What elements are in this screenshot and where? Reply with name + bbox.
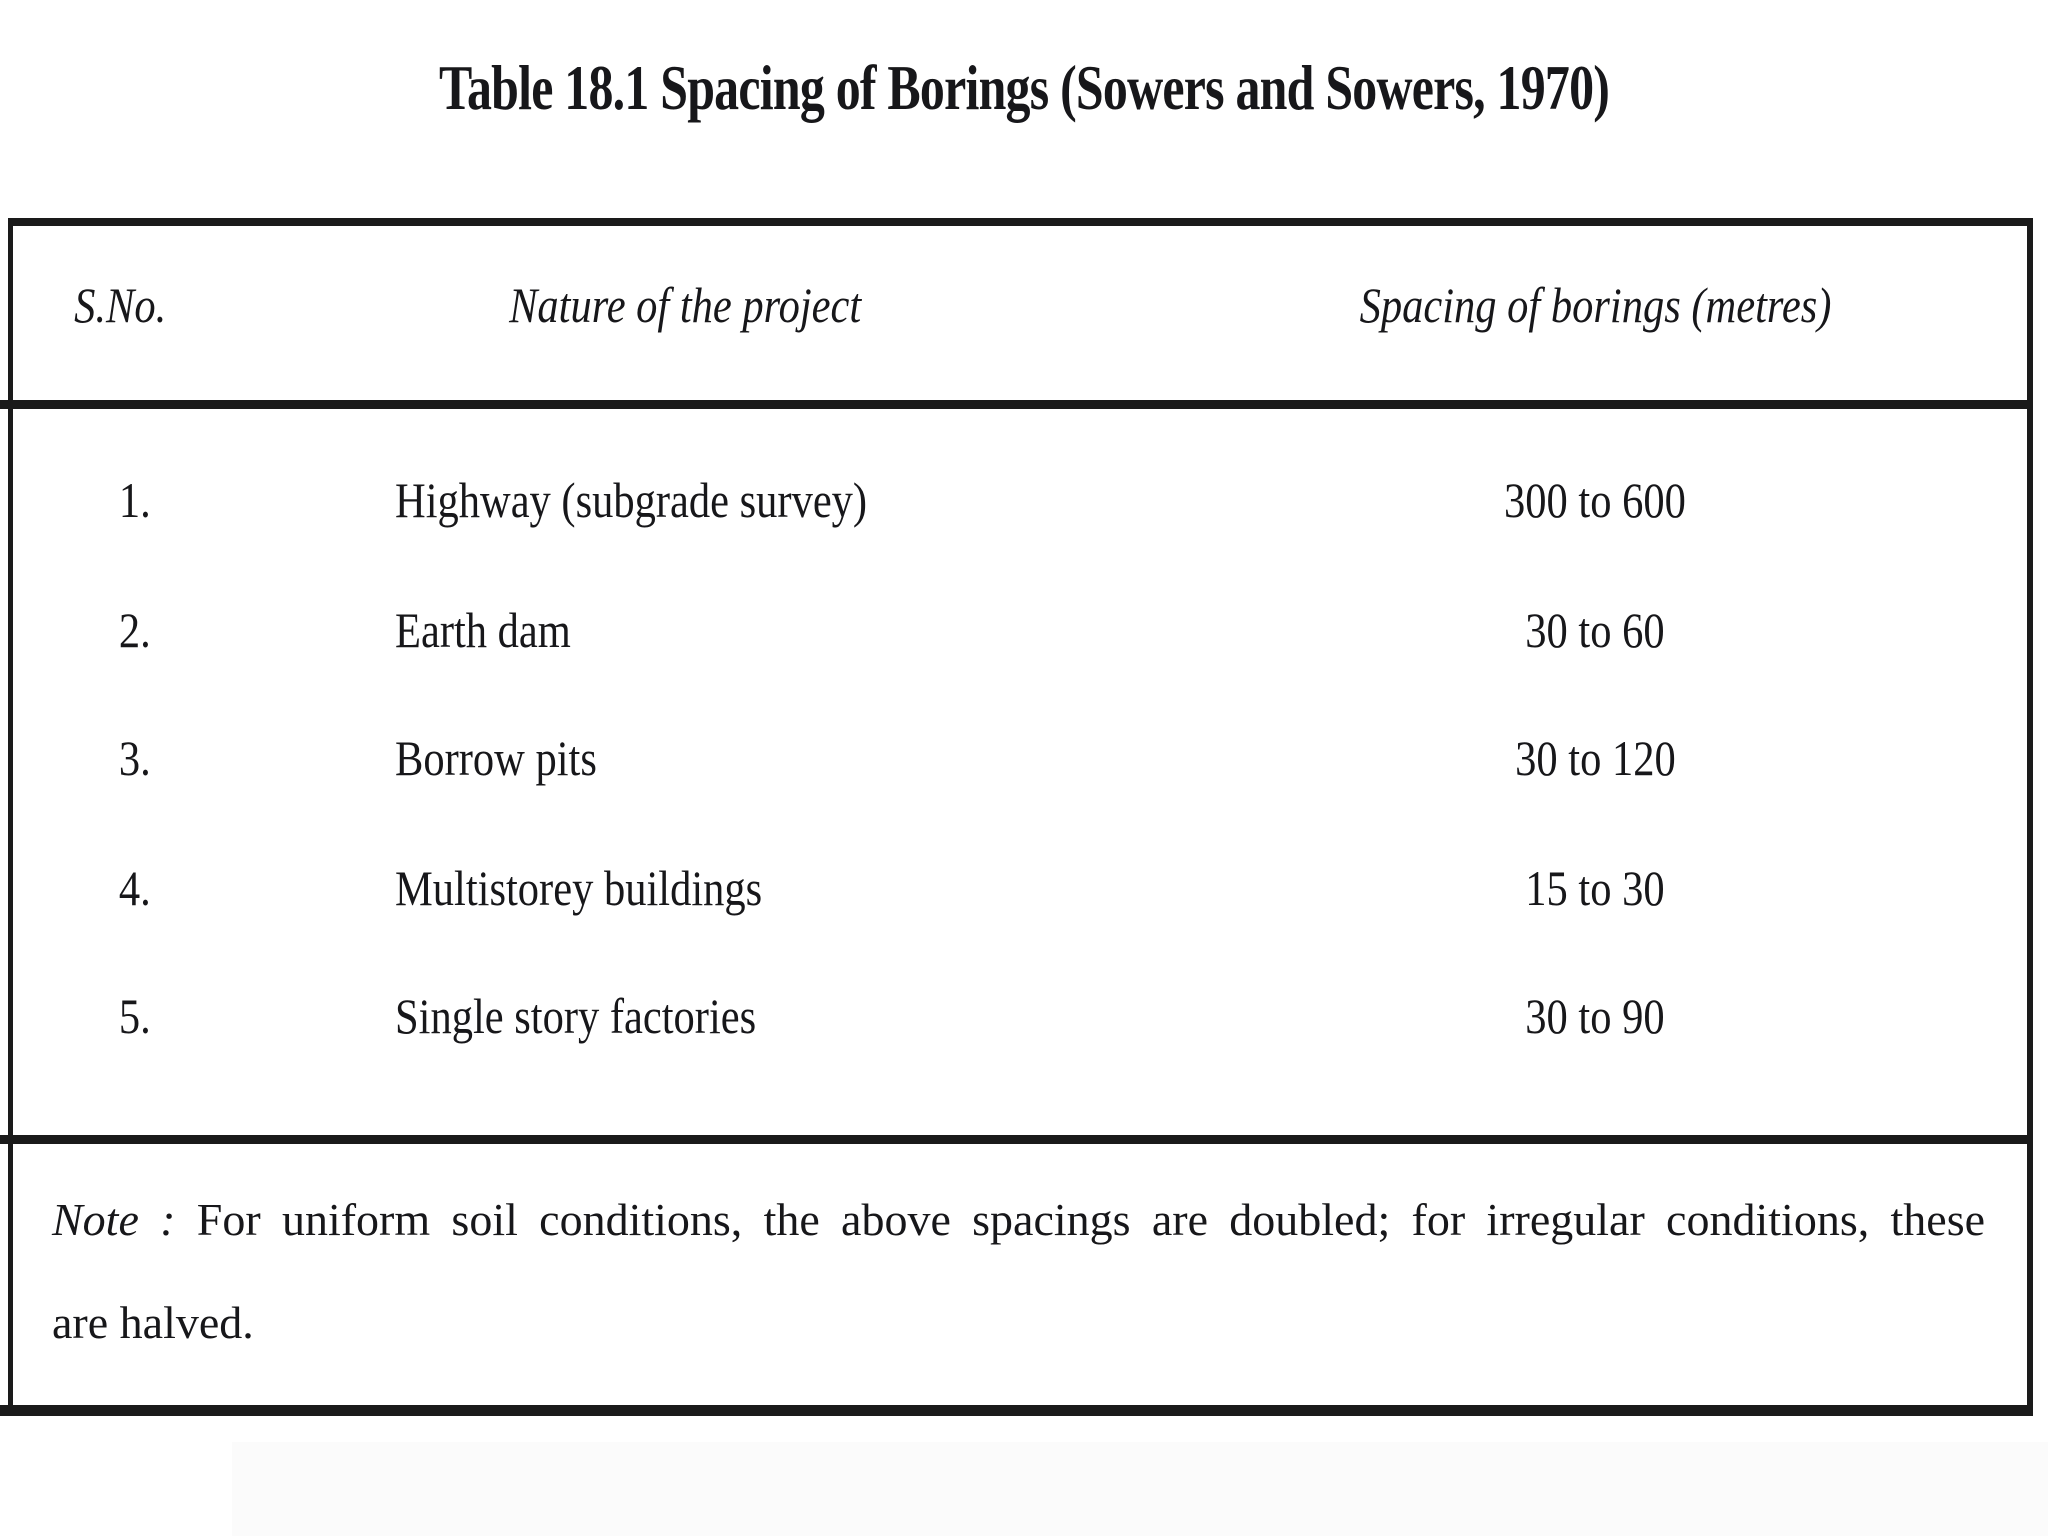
cell-project: Single story factories (395, 981, 1295, 1051)
cell-spacing: 15 to 30 (1320, 853, 1870, 923)
cell-project: Earth dam (395, 595, 1295, 665)
cell-sno-text: 2. (119, 602, 151, 658)
table-note-line2: are halved. (52, 1288, 852, 1358)
table-caption: Table 18.1 Spacing of Borings (Sowers an… (0, 46, 2048, 130)
cell-project: Borrow pits (395, 723, 1295, 793)
note-divider-rule (0, 1135, 2033, 1144)
table-left-border (8, 218, 13, 1415)
column-header-project-text: Nature of the project (508, 277, 862, 333)
cell-spacing: 30 to 60 (1320, 595, 1870, 665)
cell-sno: 1. (85, 465, 185, 535)
cell-spacing: 30 to 120 (1320, 723, 1870, 793)
column-header-sno: S.No. (30, 272, 210, 338)
cell-spacing-text: 15 to 30 (1525, 860, 1665, 916)
scan-artifact-shade (232, 1442, 2048, 1536)
cell-sno-text: 1. (119, 472, 151, 528)
cell-project-text: Highway (subgrade survey) (395, 472, 868, 528)
cell-project-text: Earth dam (395, 602, 571, 658)
cell-sno: 4. (85, 853, 185, 923)
table-row: 1. Highway (subgrade survey) 300 to 600 (0, 465, 2048, 535)
table-row: 3. Borrow pits 30 to 120 (0, 723, 2048, 793)
cell-spacing-text: 30 to 60 (1525, 602, 1665, 658)
column-header-project: Nature of the project (350, 272, 1020, 338)
cell-spacing-text: 300 to 600 (1504, 472, 1686, 528)
cell-project-text: Borrow pits (395, 730, 597, 786)
table-right-border (2027, 218, 2033, 1415)
cell-sno: 5. (85, 981, 185, 1051)
note-text-line2: are halved. (52, 1297, 254, 1348)
column-header-spacing-text: Spacing of borings (metres) (1360, 277, 1832, 333)
table-caption-text: Table 18.1 Spacing of Borings (Sowers an… (438, 52, 1610, 123)
table-row: 2. Earth dam 30 to 60 (0, 595, 2048, 665)
cell-sno: 3. (85, 723, 185, 793)
column-header-spacing: Spacing of borings (metres) (1290, 272, 1902, 338)
cell-spacing: 300 to 600 (1320, 465, 1870, 535)
cell-spacing-text: 30 to 90 (1525, 988, 1665, 1044)
cell-project: Highway (subgrade survey) (395, 465, 1295, 535)
cell-sno-text: 4. (119, 860, 151, 916)
table-row: 5. Single story factories 30 to 90 (0, 981, 2048, 1051)
cell-sno-text: 5. (119, 988, 151, 1044)
cell-spacing: 30 to 90 (1320, 981, 1870, 1051)
cell-project-text: Multistorey buildings (395, 860, 763, 916)
table-note-line1: Note : For uniform soil conditions, the … (52, 1185, 1985, 1255)
cell-project-text: Single story factories (395, 988, 757, 1044)
note-text-line1: For uniform soil conditions, the above s… (196, 1194, 1986, 1245)
note-label: Note : (52, 1194, 176, 1245)
table-row: 4. Multistorey buildings 15 to 30 (0, 853, 2048, 923)
cell-project: Multistorey buildings (395, 853, 1295, 923)
table-top-border (8, 218, 2033, 226)
cell-sno-text: 3. (119, 730, 151, 786)
cell-spacing-text: 30 to 120 (1514, 730, 1676, 786)
header-divider-rule (0, 400, 2033, 409)
column-header-sno-text: S.No. (73, 277, 167, 333)
table-bottom-border (0, 1405, 2033, 1416)
cell-sno: 2. (85, 595, 185, 665)
